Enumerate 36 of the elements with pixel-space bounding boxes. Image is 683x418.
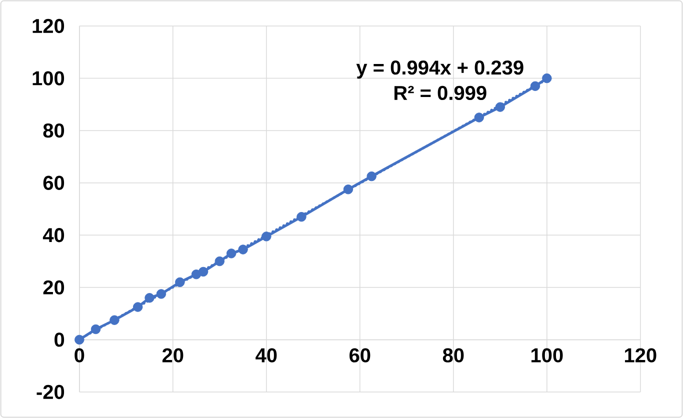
point	[132, 302, 143, 312]
x-tick-label: 40	[256, 348, 277, 362]
point	[474, 112, 484, 122]
point	[214, 256, 224, 266]
point	[530, 81, 540, 91]
x-tick-label: 120	[624, 348, 656, 362]
point	[156, 289, 166, 299]
y-tick-label: -20	[36, 384, 64, 400]
y-tick-label: 100	[32, 71, 64, 86]
point	[366, 171, 376, 182]
point	[74, 334, 84, 345]
point	[296, 212, 306, 222]
point	[110, 315, 120, 325]
y-tick-label: 20	[43, 280, 64, 295]
point	[343, 184, 354, 194]
x-tick-label: 20	[162, 348, 184, 362]
point	[226, 248, 236, 258]
annotation: y = 0.994x + 0.239	[356, 60, 524, 79]
point	[495, 102, 506, 112]
point	[175, 277, 185, 288]
point	[238, 244, 248, 254]
point	[90, 324, 101, 334]
y-tick-label: 80	[43, 123, 64, 138]
point	[198, 266, 208, 277]
x-tick-label: 0	[74, 348, 84, 362]
point	[262, 232, 272, 242]
x-tick-label: 60	[350, 348, 370, 362]
x-tick-label: 100	[531, 348, 563, 362]
point	[144, 293, 154, 303]
point	[542, 73, 552, 84]
y-tick-label: 40	[42, 228, 64, 242]
annotation: R² = 0.999	[394, 86, 486, 100]
y-tick-label: 60	[43, 176, 64, 190]
x-tick-label: 80	[442, 348, 464, 362]
y-tick-label: 0	[54, 332, 64, 347]
y-tick-label: 120	[32, 18, 64, 34]
